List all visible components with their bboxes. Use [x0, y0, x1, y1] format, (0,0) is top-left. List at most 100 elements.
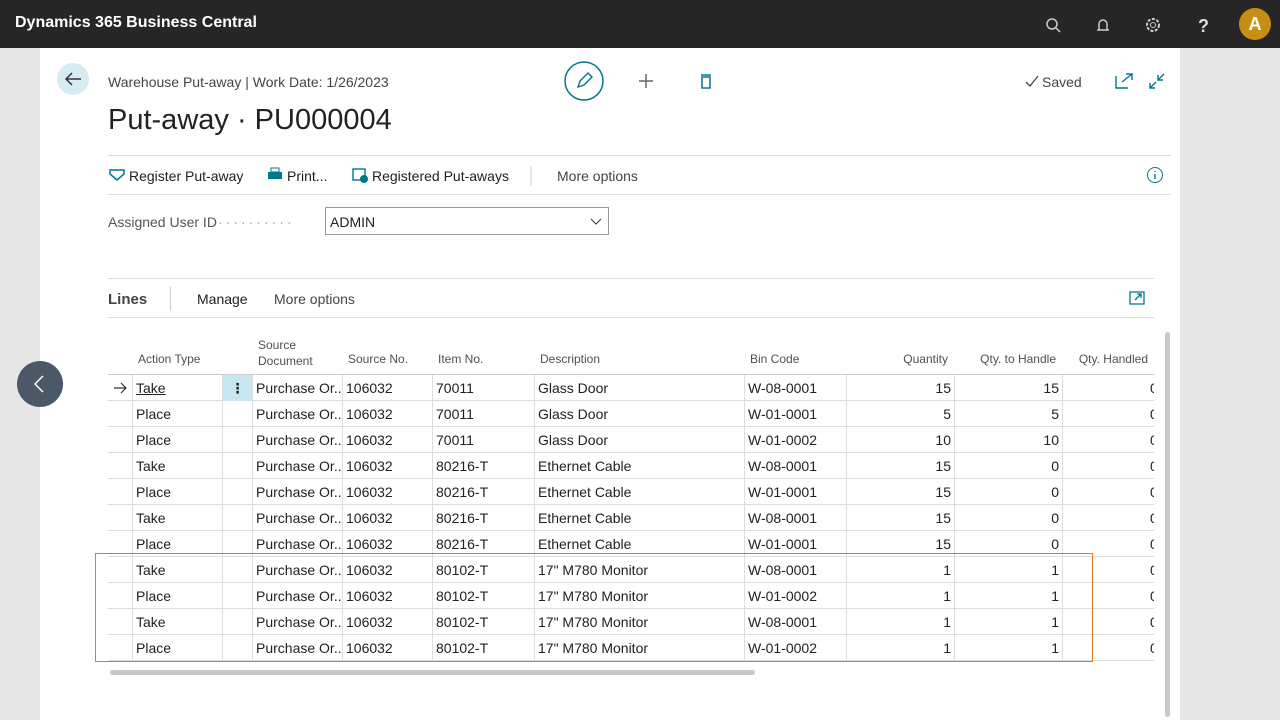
divider — [108, 278, 1154, 279]
grid-row: Take Purchase Or... 106032 80102-T 17" M780 … — [108, 609, 1154, 635]
grid-row: Place Purchase Or... 106032 80102-T 17" M780… — [108, 583, 1154, 609]
column-header: Description — [540, 352, 601, 366]
lines-action[interactable]: More options — [274, 291, 355, 307]
column-header: Action Type — [138, 352, 201, 366]
grid-cell: 0 — [1062, 635, 1154, 661]
grid-cell: 106032 — [342, 609, 432, 635]
grid-cell: 106032 — [342, 557, 432, 583]
action-button[interactable]: Registered Put-aways — [372, 168, 509, 184]
grid-cell[interactable]: Place — [132, 427, 222, 453]
row-menu: ⋮ — [222, 375, 252, 401]
grid-cell: 0 — [1062, 609, 1154, 635]
grid-cell: 80216-T — [432, 531, 534, 557]
grid-cell: W-01-0002 — [744, 635, 846, 661]
grid-cell: 15 — [846, 531, 954, 557]
grid-cell: 5 — [846, 401, 954, 427]
grid-cell[interactable]: Take — [132, 505, 222, 531]
row-menu — [222, 609, 252, 635]
v-scrollbar[interactable] — [1165, 332, 1170, 717]
action-button[interactable]: More options — [557, 168, 638, 184]
app-title[interactable]: Dynamics 365 Business Central — [15, 14, 257, 31]
row-menu — [222, 427, 252, 453]
grid-cell[interactable]: Take — [132, 609, 222, 635]
column-header: Source No. — [348, 352, 409, 366]
grid-cell: 106032 — [342, 531, 432, 557]
grid-cell: 15 — [846, 375, 954, 401]
grid-cell: 80216-T — [432, 453, 534, 479]
grid-cell: 0 — [1062, 583, 1154, 609]
header-line — [108, 374, 1154, 375]
grid-cell: 15 — [846, 505, 954, 531]
grid-cell: Glass Door — [534, 401, 744, 427]
row-menu — [222, 401, 252, 427]
grid-row: Place Purchase Or... 106032 80102-T 17" M780… — [108, 635, 1154, 661]
lines-action[interactable]: Manage — [197, 291, 248, 307]
grid-cell: 80102-T — [432, 557, 534, 583]
grid-cell: Purchase Or... — [252, 609, 342, 635]
grid-cell: W-01-0001 — [744, 401, 846, 427]
chevron — [590, 218, 602, 225]
grid-cell[interactable]: Place — [132, 635, 222, 661]
grid-cell: 1 — [954, 609, 1062, 635]
grid-cell: W-08-0001 — [744, 609, 846, 635]
h-scrollbar[interactable] — [110, 670, 755, 675]
grid-cell: Ethernet Cable — [534, 453, 744, 479]
column-header: Source Document — [258, 338, 313, 368]
grid-cell: 0 — [1062, 427, 1154, 453]
grid-cell: 10 — [954, 427, 1062, 453]
grid-cell: Purchase Or... — [252, 453, 342, 479]
grid-cell[interactable]: Take — [132, 375, 222, 401]
field-value: ADMIN — [330, 214, 376, 230]
grid-cell[interactable]: Place — [132, 531, 222, 557]
grid-cell: 0 — [1062, 375, 1154, 401]
grid-cell[interactable]: Place — [132, 583, 222, 609]
action-button[interactable]: Register Put-away — [129, 168, 244, 184]
app-icons[interactable]: ? — [1040, 12, 1240, 38]
grid-cell: 17" M780 Monitor — [534, 583, 744, 609]
grid-cell[interactable]: Take — [132, 557, 222, 583]
grid-cell: 1 — [846, 609, 954, 635]
grid-cell: 1 — [846, 635, 954, 661]
grid-cell: 0 — [954, 479, 1062, 505]
grid-cell: 70011 — [432, 375, 534, 401]
info-icon[interactable] — [1146, 166, 1164, 184]
grid-cell[interactable]: Take — [132, 453, 222, 479]
grid-cell: 106032 — [342, 505, 432, 531]
row-menu — [222, 635, 252, 661]
grid-cell: Glass Door — [534, 375, 744, 401]
grid-cell: 5 — [954, 401, 1062, 427]
grid-cell: 0 — [954, 531, 1062, 557]
collapse-button[interactable] — [17, 361, 63, 407]
field-dropdown[interactable]: ADMIN — [325, 207, 609, 235]
grid-row: Place Purchase Or... 106032 80216-T Ethernet… — [108, 479, 1154, 505]
column-header: Qty. Handled — [1078, 352, 1148, 366]
save-status: Saved — [1042, 74, 1082, 90]
grid-cell: 15 — [846, 479, 954, 505]
avatar[interactable]: A — [1239, 8, 1271, 40]
grid-cell: 106032 — [342, 479, 432, 505]
grid-cell: Purchase Or... — [252, 505, 342, 531]
row-menu — [222, 531, 252, 557]
divider — [108, 317, 1154, 318]
action-button[interactable]: Print... — [287, 168, 328, 184]
grid-cell: 0 — [1062, 531, 1154, 557]
grid-cell: 0 — [954, 505, 1062, 531]
grid-cell[interactable]: Place — [132, 479, 222, 505]
grid-cell: W-01-0001 — [744, 531, 846, 557]
grid-cell: 80102-T — [432, 609, 534, 635]
field-leader: ·········· — [218, 214, 295, 230]
back-button[interactable] — [56, 62, 92, 98]
divider — [108, 155, 1171, 156]
lines-title: Lines — [108, 291, 148, 308]
page-tools[interactable] — [563, 60, 723, 102]
row-menu — [222, 557, 252, 583]
window-icons[interactable] — [1114, 72, 1170, 92]
grid-cell: 80102-T — [432, 583, 534, 609]
grid-cell[interactable]: Place — [132, 401, 222, 427]
grid-cell: Glass Door — [534, 427, 744, 453]
highlight-box — [95, 553, 1093, 662]
grid-cell: W-01-0001 — [744, 479, 846, 505]
grid-cell: 15 — [954, 375, 1062, 401]
expand-icon[interactable] — [1129, 290, 1147, 306]
grid-row: Take Purchase Or... 106032 80216-T Ethernet … — [108, 505, 1154, 531]
